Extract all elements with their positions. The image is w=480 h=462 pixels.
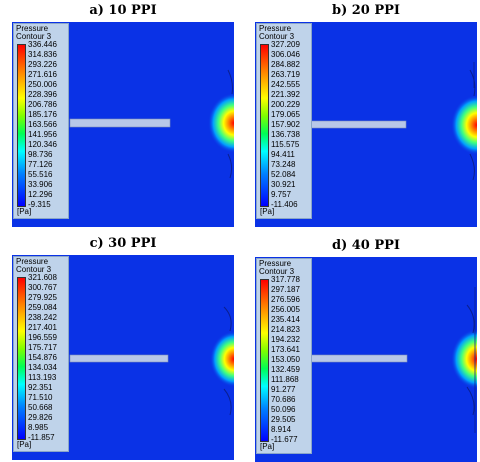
legend-tick: 94.411 <box>271 150 295 159</box>
legend-tick: 256.005 <box>271 305 300 314</box>
legend-tick: 113.193 <box>28 373 57 382</box>
legend-title: Pressure <box>16 24 49 33</box>
legend-tick: 9.757 <box>271 190 292 199</box>
legend-tick: 111.868 <box>271 375 299 384</box>
legend: Pressure Contour 3 327.209 306.046 284.8… <box>256 23 312 219</box>
legend-tick: 50.096 <box>271 405 296 414</box>
legend-tick: -11.677 <box>271 435 298 444</box>
legend-tick: 221.392 <box>271 90 300 99</box>
legend-tick: 33.906 <box>28 180 53 189</box>
legend: Pressure Contour 3 336.446 314.836 293.2… <box>13 23 69 219</box>
legend-tick: 238.242 <box>28 313 57 322</box>
legend-tick: 276.596 <box>271 295 300 304</box>
legend-tick: 250.006 <box>28 80 57 89</box>
legend-tick: 163.566 <box>28 120 57 129</box>
legend-title: Pressure <box>259 24 292 33</box>
legend-tick: 92.351 <box>28 383 53 392</box>
legend-subtitle: Contour 3 <box>259 267 295 276</box>
legend-tick: 120.346 <box>28 140 57 149</box>
legend-tick: 91.277 <box>271 385 296 394</box>
legend-tick: 317.778 <box>271 275 300 284</box>
legend-tick: 314.836 <box>28 50 57 59</box>
legend-tick: 134.034 <box>28 363 57 372</box>
legend-tick: 175.717 <box>28 343 57 352</box>
legend-tick: 284.882 <box>271 60 300 69</box>
legend-tick: 297.187 <box>271 285 300 294</box>
legend-tick: -11.406 <box>271 200 298 209</box>
panel-d: d) 40 PPI Pressure Contour 3 317.778 297… <box>255 238 477 462</box>
legend-tick: 336.446 <box>28 40 57 49</box>
panel-b: b) 20 PPI Pressure Contour 3 327.209 306… <box>255 3 477 227</box>
legend-tick: 132.459 <box>271 365 300 374</box>
legend-tick: 77.126 <box>28 160 53 169</box>
legend-tick: 154.876 <box>28 353 57 362</box>
legend-unit: [Pa] <box>260 207 275 216</box>
legend-tick: 50.668 <box>28 403 53 412</box>
panel-title: a) 10 PPI <box>89 3 157 18</box>
legend-tick: 293.226 <box>28 60 57 69</box>
legend-tick: 55.516 <box>28 170 53 179</box>
legend-tick: 12.296 <box>28 190 53 199</box>
legend-tick: 8.985 <box>28 423 49 432</box>
legend-tick: 179.065 <box>271 110 300 119</box>
legend-tick: 141.956 <box>28 130 57 139</box>
legend-tick: 200.229 <box>271 100 300 109</box>
legend-tick: -9.315 <box>28 200 51 209</box>
legend-unit: [Pa] <box>260 442 275 451</box>
panel-a: a) 10 PPI Pressure Contour 3 336.446 314… <box>12 3 234 227</box>
panel-title: c) 30 PPI <box>89 236 157 251</box>
legend-tick: 321.608 <box>28 273 57 282</box>
legend-tick: 157.902 <box>271 120 300 129</box>
legend-tick: 153.050 <box>271 355 300 364</box>
legend-tick: 70.686 <box>271 395 296 404</box>
legend-subtitle: Contour 3 <box>259 32 295 41</box>
legend-tick: 206.786 <box>28 100 57 109</box>
legend-tick: 263.719 <box>271 70 300 79</box>
legend: Pressure Contour 3 321.608 300.767 279.9… <box>13 256 69 452</box>
legend-tick: 173.641 <box>271 345 300 354</box>
panel-title: b) 20 PPI <box>331 3 400 18</box>
legend-tick: 235.414 <box>271 315 300 324</box>
legend-unit: [Pa] <box>17 440 32 449</box>
color-bar <box>260 44 269 207</box>
legend-tick: 71.510 <box>28 393 53 402</box>
legend-tick: 98.736 <box>28 150 53 159</box>
legend-tick: 29.505 <box>271 415 296 424</box>
legend-tick: 115.575 <box>271 140 300 149</box>
legend-tick: 8.914 <box>271 425 292 434</box>
legend-title: Pressure <box>16 257 49 266</box>
legend-tick: 73.248 <box>271 160 296 169</box>
legend-title: Pressure <box>259 259 292 268</box>
legend-tick: 185.176 <box>28 110 57 119</box>
color-bar <box>17 277 26 440</box>
legend-tick: 196.559 <box>28 333 57 342</box>
legend-unit: [Pa] <box>17 207 32 216</box>
legend: Pressure Contour 3 317.778 297.187 276.5… <box>256 258 312 454</box>
legend-tick: 52.084 <box>271 170 296 179</box>
legend-tick: 29.826 <box>28 413 53 422</box>
panel-title: d) 40 PPI <box>331 238 400 253</box>
legend-tick: 259.084 <box>28 303 57 312</box>
panel-c: c) 30 PPI Pressure Contour 3 321.608 300… <box>12 236 234 460</box>
legend-tick: 136.738 <box>271 130 300 139</box>
legend-subtitle: Contour 3 <box>16 265 52 274</box>
legend-tick: -11.857 <box>28 433 55 442</box>
legend-tick: 217.401 <box>28 323 57 332</box>
color-bar <box>260 279 269 442</box>
legend-tick: 327.209 <box>271 40 300 49</box>
legend-tick: 271.616 <box>28 70 57 79</box>
legend-tick: 194.232 <box>271 335 300 344</box>
legend-tick: 300.767 <box>28 283 57 292</box>
legend-tick: 279.925 <box>28 293 57 302</box>
legend-subtitle: Contour 3 <box>16 32 52 41</box>
legend-tick: 228.396 <box>28 90 57 99</box>
color-bar <box>17 44 26 207</box>
legend-tick: 306.046 <box>271 50 300 59</box>
legend-tick: 242.555 <box>271 80 300 89</box>
legend-tick: 30.921 <box>271 180 296 189</box>
legend-tick: 214.823 <box>271 325 300 334</box>
